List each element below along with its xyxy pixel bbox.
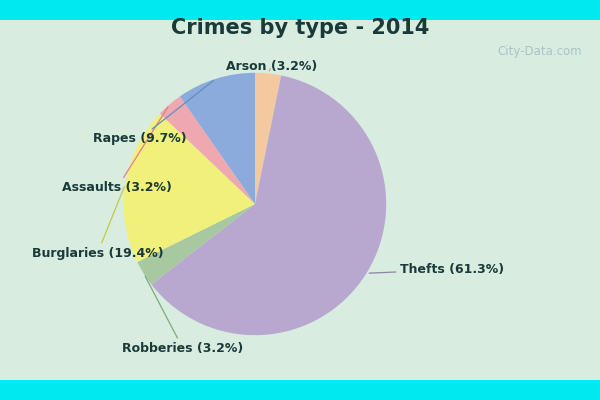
Wedge shape xyxy=(137,204,255,284)
Wedge shape xyxy=(255,73,281,204)
Wedge shape xyxy=(151,76,386,335)
Text: Thefts (61.3%): Thefts (61.3%) xyxy=(369,263,504,276)
Text: Assaults (3.2%): Assaults (3.2%) xyxy=(62,107,172,194)
Text: City-Data.com: City-Data.com xyxy=(497,45,582,58)
Text: Arson (3.2%): Arson (3.2%) xyxy=(226,60,317,73)
Text: Crimes by type - 2014: Crimes by type - 2014 xyxy=(171,18,429,38)
Wedge shape xyxy=(124,114,255,262)
Text: Rapes (9.7%): Rapes (9.7%) xyxy=(94,80,214,145)
Text: Robberies (3.2%): Robberies (3.2%) xyxy=(122,276,244,355)
Text: Burglaries (19.4%): Burglaries (19.4%) xyxy=(32,187,163,260)
Wedge shape xyxy=(180,73,255,204)
Wedge shape xyxy=(160,96,255,204)
